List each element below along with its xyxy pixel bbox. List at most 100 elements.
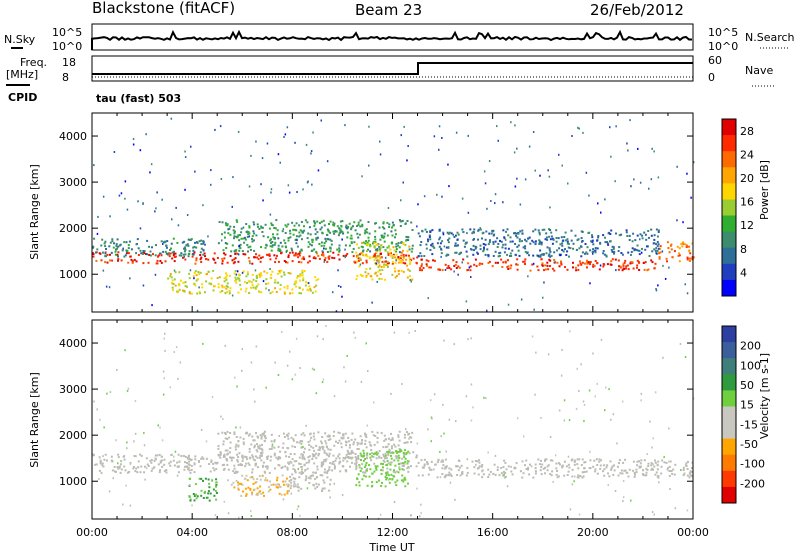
scatter-cell bbox=[427, 260, 430, 263]
noise-cell bbox=[310, 152, 312, 155]
scatter-cell bbox=[311, 238, 314, 241]
freq-trace bbox=[92, 62, 693, 75]
noise-cell bbox=[588, 194, 590, 197]
scatter-cell bbox=[259, 260, 262, 263]
scatter-cell bbox=[477, 252, 479, 255]
scatter-cell bbox=[546, 246, 549, 249]
scatter-cell bbox=[212, 462, 215, 465]
scatter-cell bbox=[235, 436, 238, 438]
scatter-cell bbox=[295, 254, 298, 256]
scatter-cell bbox=[169, 464, 172, 467]
scatter-cell bbox=[541, 264, 544, 267]
scatter-cell bbox=[585, 251, 588, 254]
scatter-cell bbox=[613, 250, 616, 253]
scatter-cell bbox=[534, 243, 537, 246]
scatter-cell bbox=[390, 454, 392, 457]
scatter-cell bbox=[594, 247, 597, 249]
noise-cell bbox=[99, 418, 101, 421]
scatter-cell bbox=[228, 292, 231, 295]
scatter-cell bbox=[527, 466, 530, 469]
scatter-cell bbox=[450, 268, 453, 271]
noise-cell bbox=[162, 393, 165, 396]
scatter-cell bbox=[146, 239, 149, 242]
scatter-cell bbox=[311, 291, 314, 294]
scatter-cell bbox=[364, 443, 367, 445]
noise-cell bbox=[277, 153, 280, 156]
scatter-cell bbox=[285, 477, 288, 480]
scatter-cell bbox=[387, 252, 390, 255]
scatter-cell bbox=[389, 452, 392, 454]
noise-cell bbox=[339, 432, 341, 435]
scatter-cell bbox=[401, 468, 404, 471]
scatter-cell bbox=[424, 228, 427, 231]
velocity-panel bbox=[91, 319, 694, 520]
scatter-cell bbox=[258, 491, 261, 494]
scatter-cell bbox=[650, 234, 653, 237]
noise-cell bbox=[320, 119, 322, 122]
scatter-cell bbox=[356, 441, 359, 444]
noise-cell bbox=[615, 269, 617, 272]
scatter-cell bbox=[405, 258, 408, 261]
scatter-cell bbox=[386, 459, 389, 462]
scatter-cell bbox=[306, 237, 309, 240]
scatter-cell bbox=[670, 243, 673, 246]
scatter-cell bbox=[387, 443, 390, 446]
scatter-cell bbox=[335, 440, 337, 443]
scatter-cell bbox=[576, 458, 579, 461]
noise-cell bbox=[361, 441, 363, 444]
scatter-cell bbox=[226, 430, 229, 433]
scatter-cell bbox=[386, 246, 389, 249]
scatter-cell bbox=[299, 274, 302, 277]
noise-cell bbox=[431, 417, 433, 420]
scatter-cell bbox=[270, 440, 273, 443]
scatter-cell bbox=[106, 253, 109, 256]
noise-cell bbox=[300, 466, 302, 468]
scatter-cell bbox=[127, 247, 130, 250]
scatter-cell bbox=[534, 228, 537, 231]
scatter-cell bbox=[261, 231, 264, 233]
scatter-cell bbox=[222, 468, 225, 471]
scatter-cell bbox=[617, 474, 620, 477]
noise-cell bbox=[419, 515, 421, 518]
scatter-cell bbox=[224, 253, 227, 256]
scatter-cell bbox=[205, 258, 208, 261]
scatter-cell bbox=[312, 435, 315, 438]
scatter-cell bbox=[586, 252, 589, 255]
noise-cell bbox=[427, 297, 429, 300]
scatter-cell bbox=[187, 466, 190, 469]
scatter-cell bbox=[117, 258, 120, 260]
scatter-cell bbox=[381, 481, 383, 484]
scatter-cell bbox=[689, 252, 692, 255]
scatter-cell bbox=[286, 466, 289, 469]
scatter-cell bbox=[328, 452, 331, 455]
noise-cell bbox=[442, 403, 444, 406]
scatter-cell bbox=[289, 232, 292, 235]
scatter-cell bbox=[450, 232, 453, 235]
scatter-cell bbox=[689, 257, 692, 260]
scatter-cell bbox=[226, 449, 229, 452]
scatter-cell bbox=[522, 246, 525, 249]
scatter-cell bbox=[578, 458, 581, 461]
scatter-cell bbox=[313, 449, 316, 452]
scatter-cell bbox=[596, 239, 599, 242]
scatter-cell bbox=[382, 466, 384, 469]
scatter-cell bbox=[336, 248, 339, 251]
scatter-cell bbox=[257, 466, 259, 469]
scatter-cell bbox=[252, 230, 255, 233]
colorbar-swatch bbox=[722, 326, 736, 343]
scatter-cell bbox=[226, 459, 229, 462]
scatter-cell bbox=[101, 462, 104, 465]
scatter-cell bbox=[506, 253, 509, 256]
scatter-cell bbox=[335, 230, 338, 233]
scatter-cell bbox=[370, 275, 373, 278]
scatter-cell bbox=[252, 482, 255, 485]
scatter-cell bbox=[434, 463, 437, 466]
scatter-cell bbox=[224, 432, 227, 434]
scatter-cell bbox=[671, 256, 674, 259]
scatter-cell bbox=[207, 492, 210, 495]
scatter-cell bbox=[449, 473, 452, 476]
scatter-cell bbox=[263, 439, 266, 442]
scatter-cell bbox=[688, 245, 690, 248]
scatter-cell bbox=[202, 457, 205, 460]
scatter-cell bbox=[279, 241, 282, 244]
